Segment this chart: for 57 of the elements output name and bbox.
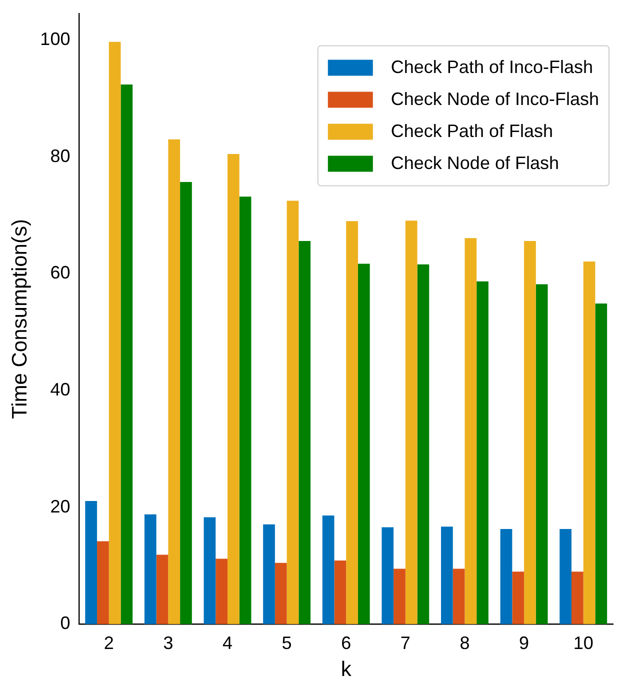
x-tick-label: 3 bbox=[163, 632, 174, 653]
bar bbox=[108, 42, 121, 624]
bar bbox=[536, 284, 548, 624]
bar bbox=[500, 528, 512, 624]
x-tick-label: 4 bbox=[222, 632, 233, 653]
legend-label: Check Node of Inco-Flash bbox=[390, 88, 600, 109]
x-tick-label: 5 bbox=[282, 632, 292, 653]
legend-label: Check Path of Inco-Flash bbox=[390, 56, 594, 77]
x-tick-label: 2 bbox=[104, 632, 114, 653]
bar bbox=[144, 514, 156, 624]
bar bbox=[120, 84, 133, 624]
bar bbox=[417, 264, 430, 624]
bar bbox=[405, 220, 418, 624]
bar bbox=[524, 241, 536, 624]
x-tick-label: 6 bbox=[341, 632, 352, 653]
x-tick-label: 8 bbox=[460, 632, 470, 653]
bar bbox=[560, 528, 572, 624]
bar bbox=[204, 517, 216, 624]
bar bbox=[595, 304, 608, 624]
bar bbox=[274, 562, 287, 624]
bar bbox=[97, 541, 109, 624]
bar bbox=[464, 238, 477, 624]
x-tick-label: 10 bbox=[573, 632, 594, 653]
bar bbox=[512, 572, 524, 624]
bar bbox=[476, 281, 488, 624]
y-axis-title: Time Consumption(s) bbox=[8, 219, 32, 419]
bar bbox=[571, 572, 584, 624]
y-tick-label: 80 bbox=[50, 146, 70, 166]
bar bbox=[216, 558, 228, 624]
y-tick-label: 0 bbox=[60, 613, 70, 634]
y-tick-label: 40 bbox=[50, 380, 70, 400]
bar bbox=[583, 261, 596, 624]
bar bbox=[382, 527, 394, 624]
bar bbox=[358, 264, 370, 624]
x-tick-label: 7 bbox=[400, 632, 410, 653]
bar bbox=[168, 139, 180, 624]
bar bbox=[180, 182, 192, 624]
legend-label: Check Path of Flash bbox=[390, 120, 553, 141]
bar bbox=[334, 560, 346, 624]
bar bbox=[346, 221, 358, 624]
y-tick-label: 60 bbox=[50, 262, 70, 283]
bar bbox=[85, 500, 98, 624]
y-tick-label: 100 bbox=[40, 29, 70, 50]
bar bbox=[298, 241, 311, 624]
bar bbox=[452, 568, 465, 624]
bar bbox=[441, 526, 453, 624]
bar bbox=[156, 554, 168, 624]
bar bbox=[228, 154, 240, 624]
bar bbox=[263, 524, 275, 624]
bar bbox=[322, 516, 334, 624]
x-tick-label: 9 bbox=[519, 632, 530, 653]
bar bbox=[239, 196, 252, 624]
x-axis-title: k bbox=[340, 658, 352, 682]
y-tick-label: 20 bbox=[50, 496, 70, 516]
bar bbox=[394, 568, 406, 624]
bar bbox=[286, 200, 299, 624]
legend-label: Check Node of Flash bbox=[390, 152, 559, 173]
